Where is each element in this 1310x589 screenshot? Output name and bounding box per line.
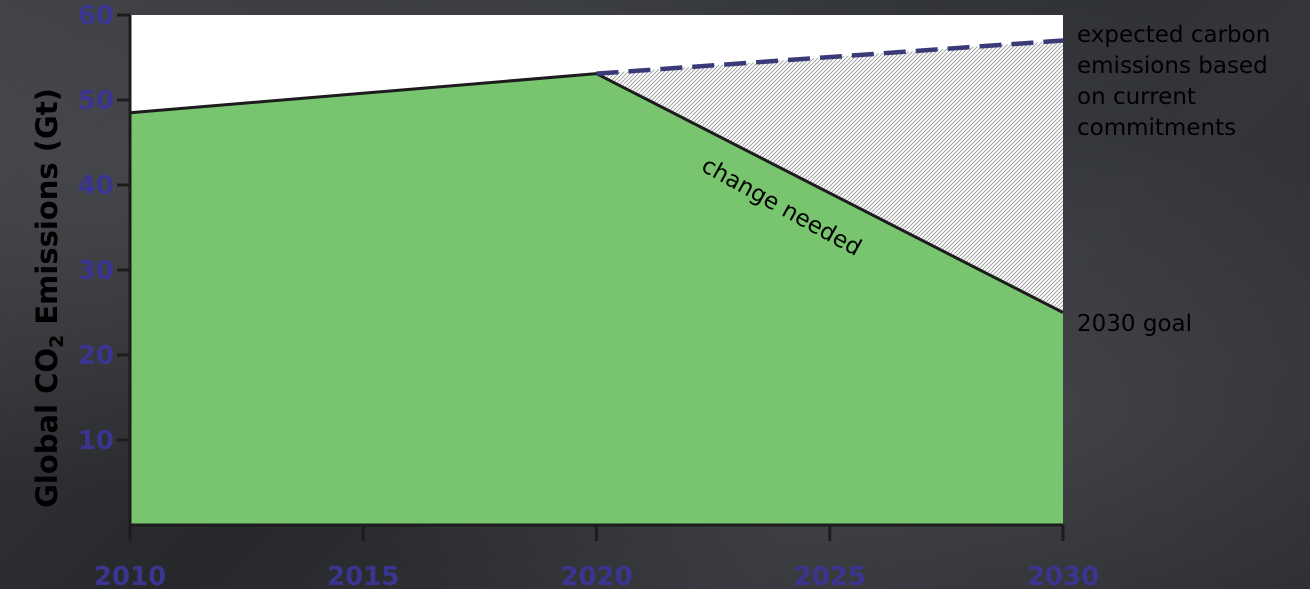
y-tick-label: 30 bbox=[78, 256, 114, 286]
y-axis-label-subscript: 2 bbox=[46, 335, 68, 348]
x-tick-label: 2015 bbox=[327, 562, 399, 589]
expected-emissions-dashed-line bbox=[596, 38, 1064, 76]
expected-emissions-annotation-line: emissions based bbox=[1077, 53, 1268, 79]
y-tick-label: 60 bbox=[78, 1, 114, 31]
x-axis-ticks: 2010 2015 2020 2025 2030 bbox=[94, 525, 1099, 589]
y-axis-label-post: Emissions (Gt) bbox=[30, 88, 64, 335]
y-tick-label: 20 bbox=[78, 341, 114, 371]
y-tick-label: 50 bbox=[78, 86, 114, 116]
y-axis-ticks: 10 20 30 40 50 60 bbox=[78, 1, 130, 456]
y-tick-label: 10 bbox=[78, 426, 114, 456]
emissions-area bbox=[130, 73, 1063, 526]
y-axis-label: Global CO2 Emissions (Gt) bbox=[30, 88, 68, 508]
x-tick-label: 2025 bbox=[794, 562, 866, 589]
expected-emissions-annotation-line: expected carbon bbox=[1077, 22, 1270, 48]
goal-2030-annotation: 2030 goal bbox=[1077, 311, 1192, 337]
y-axis-label-pre: Global CO bbox=[30, 348, 64, 508]
expected-emissions-annotation: expected carbon emissions based on current… bbox=[1077, 22, 1270, 141]
x-tick-label: 2030 bbox=[1027, 562, 1099, 589]
x-tick-label: 2020 bbox=[560, 562, 632, 589]
y-tick-label: 40 bbox=[78, 171, 114, 201]
emissions-gap-hatched-area bbox=[596, 40, 1063, 313]
expected-emissions-annotation-line: on current bbox=[1077, 84, 1196, 110]
expected-emissions-annotation-line: commitments bbox=[1077, 115, 1236, 141]
x-tick-label: 2010 bbox=[94, 562, 166, 589]
